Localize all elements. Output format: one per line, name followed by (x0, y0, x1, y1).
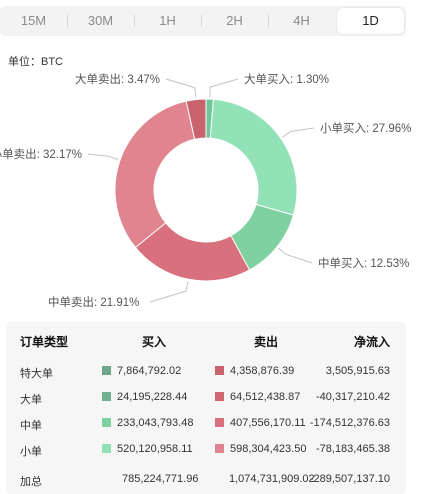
sell-value: 64,512,438.87 (230, 391, 301, 403)
tab-1h[interactable]: 1H (134, 6, 201, 36)
total-buy-value: 785,224,771.96 (122, 473, 199, 485)
buy-color-swatch (102, 444, 111, 453)
timeframe-tabs: 15M 30M 1H 2H 4H 1D (0, 6, 406, 36)
sell-color-swatch (215, 392, 224, 401)
table-row: 小单 520,120,958.11 598,304,423.50 -78,183… (6, 438, 406, 462)
donut-slice-label-1: 小单买入: 27.96% (320, 122, 411, 135)
donut-slice-4[interactable] (114, 100, 196, 249)
tab-15m[interactable]: 15M (20, 13, 47, 28)
label-leader-line-3 (149, 281, 189, 303)
header-sell: 卖出 (254, 335, 279, 349)
net-value: -78,183,465.38 (315, 443, 390, 455)
unit-label: 单位：BTC (8, 56, 63, 68)
tab-4h[interactable]: 4H (268, 6, 335, 36)
total-net-value: -289,507,137.10 (309, 473, 390, 485)
donut-slice-label-5: 大单卖出: 3.47% (75, 72, 160, 86)
net-value: -174,512,376.63 (309, 417, 390, 429)
label-leader-line-4 (87, 153, 119, 160)
header-order-type: 订单类型 (20, 335, 69, 349)
total-sell-value: 1,074,731,909.02 (229, 473, 315, 485)
order-flow-donut-chart: 大单买入: 1.30% 小单买入: 27.96% 中单买入: 12.53% 中单卖出:… (0, 72, 411, 309)
donut-slice-5[interactable] (185, 98, 207, 140)
tab-2h[interactable]: 2H (201, 6, 268, 36)
donut-slice-1[interactable] (209, 98, 298, 216)
row-type: 特大单 (20, 368, 53, 380)
net-value: -40,317,210.42 (315, 391, 390, 403)
row-type: 大单 (20, 394, 42, 406)
sell-color-swatch (215, 444, 224, 453)
table-row: 特大单 7,864,792.02 4,358,876.39 3,505,915.… (6, 360, 406, 384)
net-value: 3,505,915.63 (325, 365, 390, 377)
label-leader-line-1 (282, 127, 315, 138)
buy-value: 7,864,792.02 (117, 365, 182, 377)
row-type: 小单 (20, 446, 42, 458)
label-leader-line-0 (209, 78, 239, 98)
header-net-inflow: 净流入 (353, 335, 390, 349)
sell-color-swatch (215, 418, 224, 427)
row-type: 中单 (20, 420, 42, 432)
tab-1d[interactable]: 1D (337, 8, 404, 34)
buy-color-swatch (102, 418, 111, 427)
table-header-row: 订单类型 买入 卖出 净流入 (20, 335, 390, 349)
tab-30m[interactable]: 30M (67, 6, 134, 36)
donut-slice-label-0: 大单买入: 1.30% (244, 72, 329, 86)
sell-value: 407,556,170.11 (230, 417, 306, 429)
sell-value: 4,358,876.39 (230, 365, 295, 377)
buy-color-swatch (102, 392, 111, 401)
label-leader-line-2 (278, 247, 313, 264)
donut-slice-label-2: 中单买入: 12.53% (318, 257, 409, 270)
buy-value: 24,195,228.44 (117, 391, 188, 403)
sell-value: 598,304,423.50 (230, 443, 307, 455)
table-total-row: 加总 785,224,771.96 1,074,731,909.02 -289,… (6, 468, 406, 492)
donut-slice-label-4: 小单卖出: 32.17% (0, 147, 82, 161)
buy-color-swatch (102, 366, 111, 375)
buy-value: 520,120,958.11 (117, 443, 193, 455)
buy-value: 233,043,793.48 (117, 417, 194, 429)
donut-slice-label-3: 中单卖出: 21.91% (48, 295, 139, 309)
order-flow-table: 订单类型 买入 卖出 净流入 特大单 7,864,792.02 4,358,87… (6, 322, 406, 494)
table-row: 大单 24,195,228.44 64,512,438.87 -40,317,2… (6, 386, 406, 410)
table-row: 中单 233,043,793.48 407,556,170.11 -174,51… (6, 412, 406, 436)
total-label: 加总 (20, 476, 42, 488)
sell-color-swatch (215, 366, 224, 375)
label-leader-line-5 (165, 78, 197, 98)
